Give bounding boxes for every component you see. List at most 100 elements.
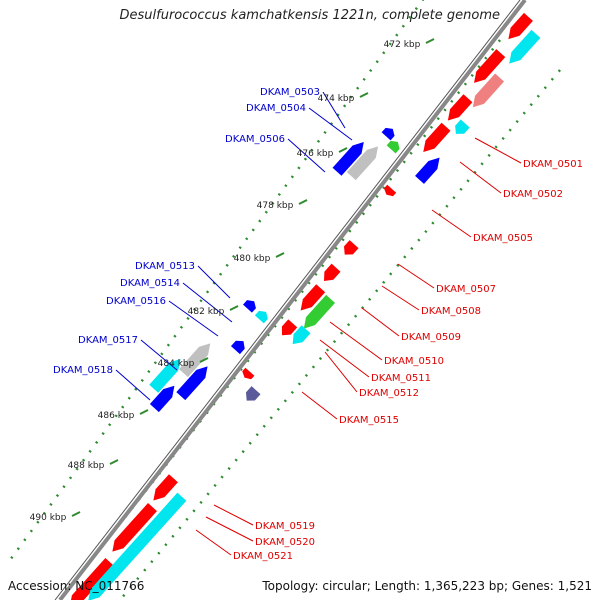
gene-green bbox=[386, 140, 400, 154]
kbp-tick-mark bbox=[109, 459, 119, 465]
forward-gene-label[interactable]: DKAM_0507 bbox=[436, 284, 496, 295]
label-leader bbox=[324, 351, 358, 393]
gene-reverse bbox=[176, 366, 208, 401]
label-leader bbox=[115, 369, 151, 401]
dotted-guide-line bbox=[119, 69, 561, 600]
forward-gene-label[interactable]: DKAM_0502 bbox=[503, 189, 563, 200]
kbp-ticks: 472 kbp 474 kbp 476 kbp 478 kbp 480 kbp 482 k… bbox=[30, 38, 435, 523]
backbone-inner bbox=[54, 0, 521, 600]
gene-forward bbox=[281, 319, 298, 336]
kbp-tick-label: 490 kbp bbox=[30, 513, 67, 523]
gene-reverse bbox=[381, 127, 395, 141]
kbp-tick-mark bbox=[298, 199, 308, 205]
reverse-gene-label[interactable]: DKAM_0514 bbox=[120, 278, 180, 289]
gene-forward bbox=[508, 12, 533, 40]
label-leader bbox=[397, 263, 435, 289]
label-leaders bbox=[115, 91, 522, 556]
gene-forward bbox=[300, 284, 326, 311]
label-leader bbox=[182, 282, 233, 323]
gene-pseudo bbox=[179, 343, 211, 378]
forward-gene-label[interactable]: DKAM_0508 bbox=[421, 306, 481, 317]
forward-gene-label[interactable]: DKAM_0519 bbox=[255, 521, 315, 532]
reverse-gene-label[interactable]: DKAM_0504 bbox=[246, 103, 306, 114]
label-leader bbox=[195, 529, 232, 556]
forward-gene-label[interactable]: DKAM_0505 bbox=[473, 233, 533, 244]
gene-pseudo bbox=[346, 146, 379, 181]
gene-features bbox=[71, 12, 541, 600]
genome-backbone bbox=[54, 0, 527, 600]
gene-reverse bbox=[332, 142, 364, 176]
gene-green bbox=[303, 294, 336, 329]
kbp-tick-mark bbox=[199, 357, 209, 363]
label-leader bbox=[322, 91, 346, 129]
label-leader bbox=[381, 285, 420, 311]
gene-rna bbox=[149, 359, 181, 393]
gene-forward bbox=[423, 122, 451, 153]
reverse-gene-label[interactable]: DKAM_0506 bbox=[225, 134, 285, 145]
label-leader bbox=[301, 391, 338, 420]
forward-gene-label[interactable]: DKAM_0520 bbox=[255, 537, 315, 548]
gene-forward-light bbox=[472, 73, 505, 108]
kbp-tick-mark bbox=[229, 305, 239, 311]
gene-forward bbox=[447, 94, 473, 121]
kbp-tick-mark bbox=[359, 92, 369, 98]
forward-gene-label[interactable]: DKAM_0515 bbox=[339, 415, 399, 426]
forward-gene-label[interactable]: DKAM_0501 bbox=[523, 159, 583, 170]
topology-text: Topology: circular; Length: 1,365,223 bp… bbox=[262, 579, 592, 593]
label-leader bbox=[140, 339, 178, 371]
dotted-guide-line bbox=[8, 0, 425, 561]
label-leader bbox=[308, 107, 353, 141]
kbp-tick-label: 488 kbp bbox=[68, 461, 105, 471]
kbp-tick-mark bbox=[71, 511, 81, 517]
gene-rna bbox=[88, 492, 187, 600]
gene-forward bbox=[474, 49, 506, 83]
label-leader bbox=[329, 321, 383, 361]
kbp-tick-label: 472 kbp bbox=[384, 40, 421, 50]
reverse-gene-label[interactable]: DKAM_0517 bbox=[78, 335, 138, 346]
gene-reverse bbox=[243, 300, 256, 313]
label-leader bbox=[459, 161, 502, 194]
label-leader bbox=[319, 339, 370, 378]
forward-gene-label[interactable]: DKAM_0521 bbox=[233, 551, 293, 562]
gene-rna bbox=[455, 119, 470, 134]
kbp-tick-label: 484 kbp bbox=[158, 359, 195, 369]
gene-forward bbox=[324, 263, 341, 282]
gene-reverse bbox=[415, 157, 440, 184]
label-leader bbox=[361, 307, 400, 337]
label-leader bbox=[205, 516, 254, 542]
gene-purple bbox=[245, 386, 261, 401]
kbp-tick-mark bbox=[338, 147, 348, 153]
gene-reverse bbox=[149, 385, 175, 413]
gene-rna bbox=[292, 325, 311, 345]
kbp-tick-label: 476 kbp bbox=[297, 149, 334, 159]
label-leader bbox=[197, 265, 231, 299]
gene-forward bbox=[153, 474, 178, 501]
kbp-tick-mark bbox=[275, 252, 285, 258]
label-leader bbox=[431, 209, 472, 238]
gene-forward bbox=[344, 240, 359, 255]
reverse-gene-label[interactable]: DKAM_0516 bbox=[106, 296, 166, 307]
forward-gene-label[interactable]: DKAM_0509 bbox=[401, 332, 461, 343]
backbone-line bbox=[58, 0, 527, 600]
gene-forward bbox=[71, 558, 115, 600]
kbp-tick-mark bbox=[139, 409, 149, 415]
reverse-gene-label[interactable]: DKAM_0513 bbox=[135, 261, 195, 272]
gene-forward bbox=[112, 503, 157, 552]
accession-text: Accession: NC_011766 bbox=[8, 579, 145, 593]
label-leader bbox=[287, 138, 326, 173]
gene-forward-small bbox=[242, 367, 255, 380]
reverse-gene-label[interactable]: DKAM_0518 bbox=[53, 365, 113, 376]
forward-gene-label[interactable]: DKAM_0511 bbox=[371, 373, 431, 384]
label-leader bbox=[168, 300, 219, 337]
gene-forward-small bbox=[384, 184, 397, 197]
map-title: Desulfurococcus kamchatkensis 1221n, com… bbox=[119, 8, 501, 23]
reverse-gene-label[interactable]: DKAM_0503 bbox=[260, 87, 320, 98]
forward-gene-label[interactable]: DKAM_0512 bbox=[359, 388, 419, 399]
forward-gene-label[interactable]: DKAM_0510 bbox=[384, 356, 444, 367]
gene-rna bbox=[254, 310, 268, 324]
kbp-tick-label: 474 kbp bbox=[318, 94, 355, 104]
kbp-tick-mark bbox=[425, 38, 435, 44]
kbp-tick-label: 486 kbp bbox=[98, 411, 135, 421]
gene-labels: DKAM_0503 DKAM_0504 DKAM_0506 DKAM_0513 DKAM… bbox=[53, 87, 583, 562]
